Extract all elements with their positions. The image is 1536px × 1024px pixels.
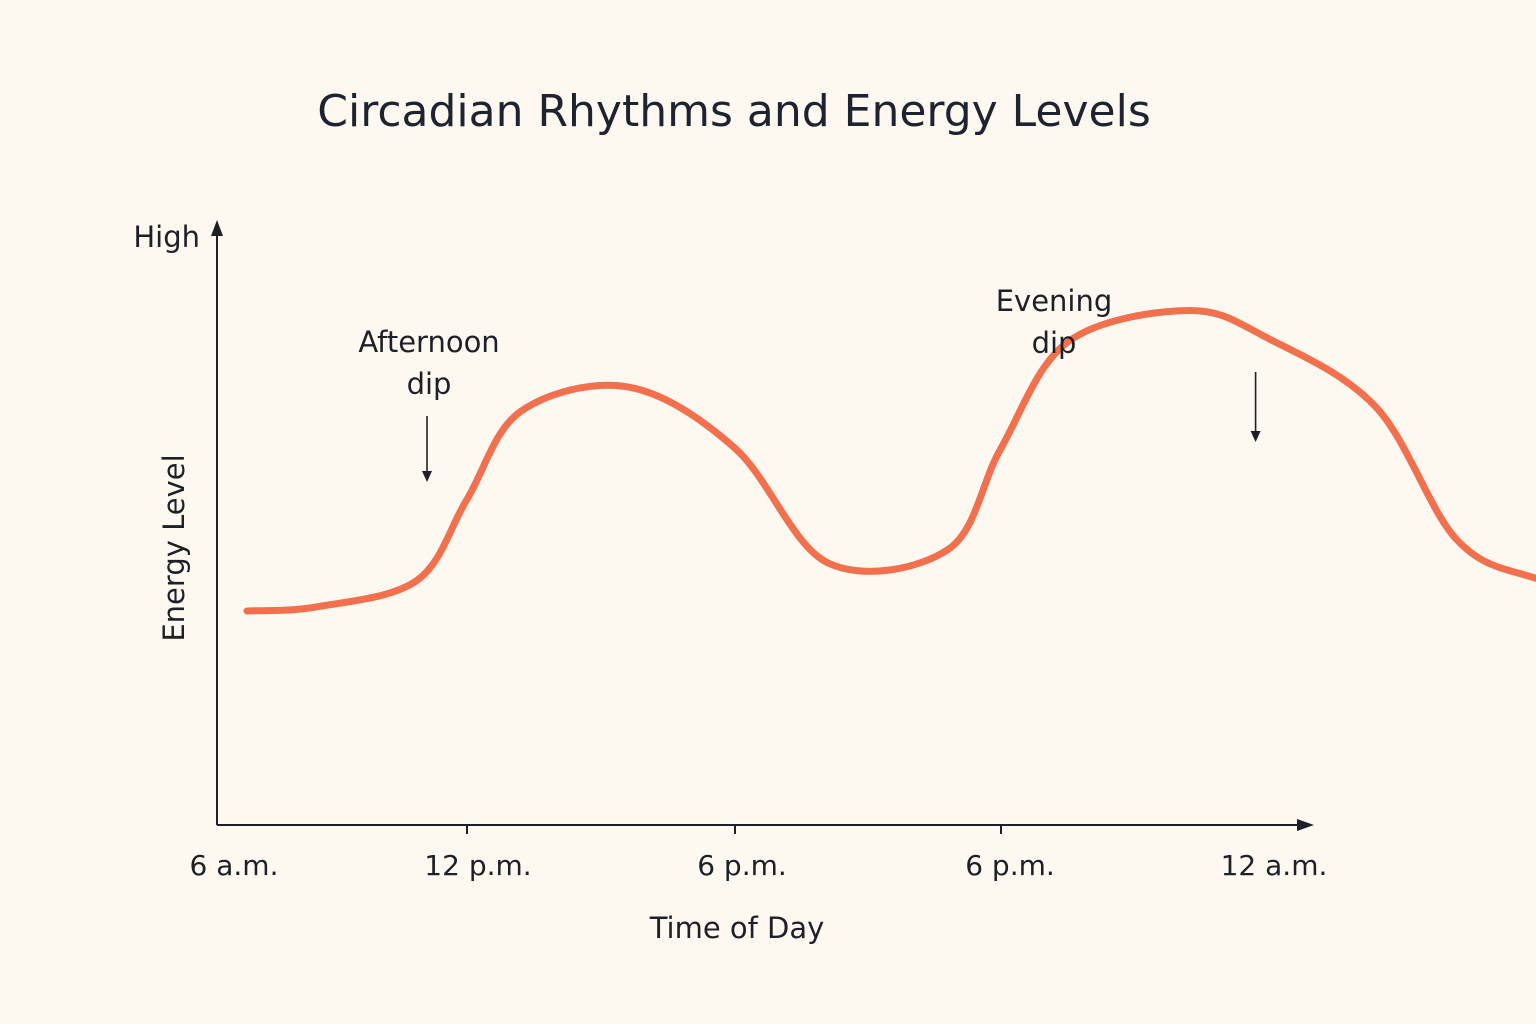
annotation-arrowhead (422, 471, 432, 482)
annotation-text: dip (1032, 326, 1077, 360)
x-tick-label: 6 a.m. (190, 849, 279, 882)
x-axis-label: Time of Day (649, 911, 825, 945)
x-tick-label: 12 p.m. (424, 849, 531, 882)
x-axis-arrowhead (1297, 819, 1314, 831)
y-axis-label: Energy Level (157, 454, 191, 641)
x-tick-label: 6 p.m. (697, 849, 787, 882)
x-tick-labels: 6 a.m. 12 p.m. 6 p.m. 6 p.m. 12 a.m. (190, 849, 1328, 882)
y-axis-arrowhead (211, 220, 223, 236)
series-line-energy (243, 306, 1536, 615)
y-axis-top-label: High (133, 220, 200, 254)
axes (211, 220, 1314, 831)
annotation-text: Evening (996, 284, 1113, 318)
x-tick-label: 6 p.m. (965, 849, 1055, 882)
annotation-arrowhead (1250, 431, 1261, 442)
annotations: Afternoon dip Evening dip (358, 284, 1261, 482)
annotation-text: dip (407, 367, 452, 401)
x-tick-label: 12 a.m. (1221, 849, 1328, 882)
x-ticks (466, 825, 1002, 834)
annotation-text: Afternoon (358, 325, 499, 359)
chart-title: Circadian Rhythms and Energy Levels (317, 86, 1151, 137)
